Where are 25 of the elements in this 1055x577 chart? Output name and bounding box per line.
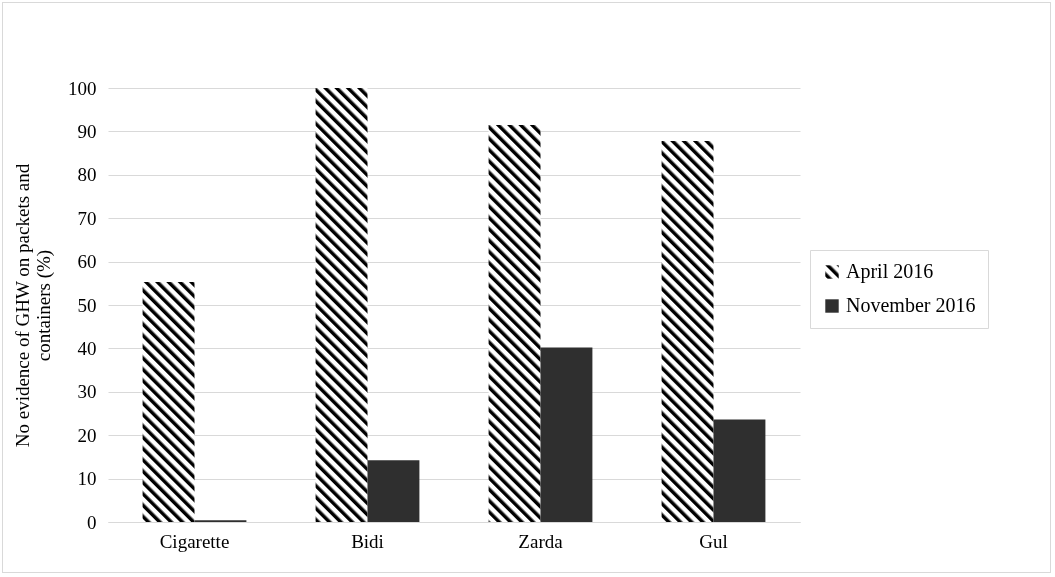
bar xyxy=(540,347,593,522)
x-tick-label: Cigarette xyxy=(159,530,230,552)
y-tick-label: 70 xyxy=(77,207,97,229)
y-tick-label: 30 xyxy=(77,381,97,403)
legend-label: April 2016 xyxy=(846,260,934,283)
y-tick-label: 10 xyxy=(77,468,97,490)
bar xyxy=(488,124,541,522)
y-tick-label: 80 xyxy=(77,164,97,186)
bar xyxy=(315,88,368,522)
bar xyxy=(661,140,714,522)
y-tick-label: 50 xyxy=(77,294,97,316)
y-tick-label: 100 xyxy=(68,77,97,99)
bar xyxy=(367,460,420,522)
y-tick-label: 0 xyxy=(87,511,97,533)
y-tick-label: 20 xyxy=(77,424,97,446)
x-tick-label: Gul xyxy=(699,530,728,552)
y-axis-title: No evidence of GHW on packets and containers (%) xyxy=(12,163,55,448)
x-tick-label: Bidi xyxy=(351,530,384,552)
x-tick-label: Zarda xyxy=(518,530,564,552)
y-tick-label: 40 xyxy=(77,337,97,359)
bar xyxy=(142,282,195,522)
y-tick-label: 60 xyxy=(77,251,97,273)
bar xyxy=(713,419,766,522)
legend-label: November 2016 xyxy=(846,294,976,316)
y-tick-label: 90 xyxy=(77,120,97,142)
